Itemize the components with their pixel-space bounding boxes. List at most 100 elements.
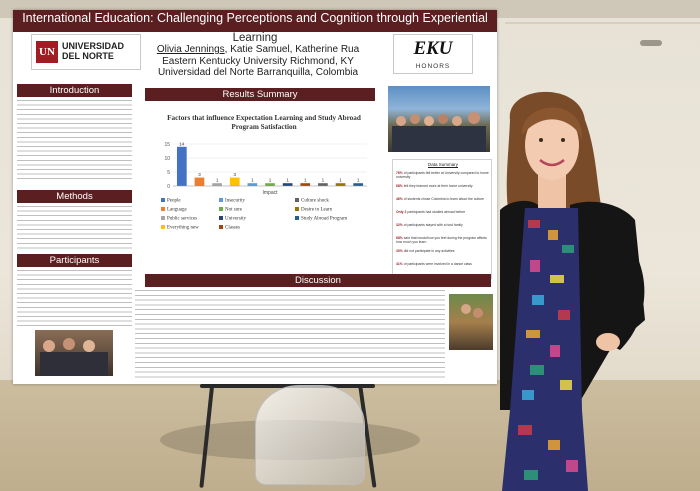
participants-body xyxy=(17,270,132,330)
chart-data-label: 14 xyxy=(179,141,185,146)
results-chart: Factors that influence Expectation Learn… xyxy=(155,110,373,252)
data-summary-pct: 68% xyxy=(396,184,403,188)
ceiling-vent xyxy=(640,40,662,46)
legend-swatch xyxy=(219,198,223,202)
eku-logo-word: EKU xyxy=(413,38,453,59)
data-summary-title: Data Summary xyxy=(427,162,458,167)
eku-logo-sub: HONORS xyxy=(415,63,451,70)
chart-x-axis-label: Impact xyxy=(262,190,278,196)
chart-title: Factors that influence Expectation Learn… xyxy=(167,114,361,131)
chart-bar-culture-shock xyxy=(318,183,328,186)
data-summary-text: felt they learned more at their home uni… xyxy=(402,184,473,188)
legend-item: Insecurity xyxy=(219,198,245,205)
legend-item: People xyxy=(161,198,181,205)
chart-data-label: 1 xyxy=(216,178,219,183)
legend-label: Culture shock xyxy=(301,198,329,204)
legend-swatch xyxy=(295,207,299,211)
legend-item: Classes xyxy=(219,225,240,232)
data-summary-text: participants had studied abroad before xyxy=(406,210,466,214)
chart-data-label: 1 xyxy=(304,178,307,183)
chart-bar-public-services xyxy=(212,183,222,186)
data-summary-pct: Only 2 xyxy=(396,210,407,214)
data-summary-line: 76% of participants felt better at Unive… xyxy=(396,171,491,179)
legend-item: University xyxy=(219,216,246,223)
methods-body xyxy=(17,206,132,252)
research-poster: International Education: Challenging Per… xyxy=(13,10,497,384)
data-summary-text: of participants were involved in a dance… xyxy=(402,262,472,266)
data-summary-line: 68% felt they learned more at their home… xyxy=(396,184,491,188)
un-logo-text: UNIVERSIDAD DEL NORTE xyxy=(62,41,125,61)
poster-authors: Olivia Jennings, Katie Samuel, Katherine… xyxy=(133,44,383,79)
legend-label: Insecurity xyxy=(225,198,245,204)
legend-label: Public services xyxy=(167,216,198,222)
data-summary-text: of students chose Colombia to learn abou… xyxy=(402,197,485,201)
legend-item: Desire to Learn xyxy=(295,207,332,214)
un-logo-mark: UN xyxy=(36,41,58,63)
participants-group-photo xyxy=(35,330,113,376)
data-summary-pct: 68% xyxy=(396,236,403,240)
data-summary-text: of participants stayed with a host famil… xyxy=(402,223,463,227)
chart-y-tick-label: 5 xyxy=(167,170,170,176)
chart-data-label: 1 xyxy=(251,178,254,183)
section-introduction: Introduction xyxy=(17,84,132,97)
chart-bar-study-abroad-program xyxy=(353,183,364,186)
legend-swatch xyxy=(161,225,165,229)
legend-swatch xyxy=(219,207,223,211)
eku-honors-logo: EKU HONORS xyxy=(393,34,473,74)
legend-item: Not sure xyxy=(219,207,242,214)
introduction-body xyxy=(17,100,132,180)
legend-label: Desire to Learn xyxy=(301,207,333,213)
legend-swatch xyxy=(161,207,165,211)
group-photo-top-right xyxy=(388,86,490,152)
section-results-summary: Results Summary xyxy=(145,88,375,101)
chart-bar-classes xyxy=(300,183,311,186)
chart-data-label: 1 xyxy=(339,178,342,183)
data-summary-line: 32% of participants stayed with a host f… xyxy=(396,223,491,227)
legend-label: Classes xyxy=(225,225,240,231)
data-summary-text: did not participate in any activities xyxy=(402,249,455,253)
chart-data-label: 1 xyxy=(322,178,325,183)
legend-item: Study Abroad Program xyxy=(295,216,347,223)
data-summary-pct: 30% xyxy=(396,249,403,253)
lead-author: Olivia Jennings xyxy=(156,44,225,55)
chart-bar-everything-new xyxy=(229,177,240,186)
discussion-photo xyxy=(449,294,493,350)
legend-swatch xyxy=(161,216,165,220)
chart-y-tick-label: 0 xyxy=(167,184,170,190)
data-summary-line: Only 2 participants had studied abroad b… xyxy=(396,210,491,214)
chart-y-tick-label: 15 xyxy=(164,142,170,148)
affiliation-eku: Eastern Kentucky University Richmond, KY xyxy=(162,55,354,67)
poster-title-bar xyxy=(13,10,497,32)
legend-label: People xyxy=(167,198,181,204)
section-discussion: Discussion xyxy=(145,274,491,287)
coauthors: , Katie Samuel, Katherine Rua xyxy=(224,44,360,55)
data-summary-pct: 41% xyxy=(396,262,403,266)
legend-swatch xyxy=(219,225,223,229)
chart-bar-university xyxy=(282,183,293,186)
chart-data-label: 3 xyxy=(198,172,201,177)
legend-item: Language xyxy=(161,207,187,214)
chart-data-label: 3 xyxy=(233,172,236,177)
section-methods: Methods xyxy=(17,190,132,203)
chart-data-label: 1 xyxy=(286,178,289,183)
chart-bar-desire-to-learn xyxy=(335,183,346,186)
discussion-body xyxy=(135,290,445,380)
legend-swatch xyxy=(219,216,223,220)
chart-y-tick-label: 10 xyxy=(164,156,170,162)
bar-chart: 0 5 10 15 14 3 1 3 1 1 1 1 1 1 1 Impact xyxy=(164,141,367,196)
data-summary-line: 30% did not participate in any activitie… xyxy=(396,249,491,253)
plastic-bag xyxy=(255,385,365,485)
data-summary-box: Data Summary 76% of participants felt be… xyxy=(392,159,492,279)
chart-bar-people xyxy=(176,146,187,186)
chart-legend: People Language Public services Everything … xyxy=(161,198,371,248)
universidad-del-norte-logo: UN UNIVERSIDAD DEL NORTE xyxy=(31,34,141,70)
poster-title-line2: Learning xyxy=(232,32,278,44)
legend-item: Public services xyxy=(161,216,197,223)
data-summary-line: 68% said that music/how you feel during … xyxy=(396,236,491,244)
data-summary-text: said that music/how you feel during the … xyxy=(396,236,487,245)
ceiling-line xyxy=(505,22,700,24)
legend-label: Language xyxy=(167,207,187,213)
chart-bar-language xyxy=(194,177,205,186)
data-summary-text: of participants felt better at Universit… xyxy=(396,171,489,180)
poster-title: International Education: Challenging Per… xyxy=(22,11,488,25)
